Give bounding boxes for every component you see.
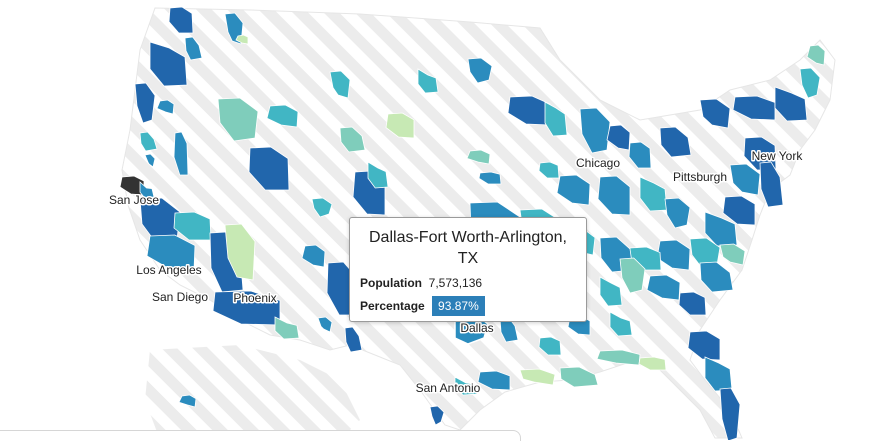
metro-region[interactable] [173, 131, 189, 176]
metro-region[interactable] [139, 131, 158, 152]
metro-region[interactable] [579, 107, 611, 154]
city-label: New York [752, 149, 804, 163]
metro-region[interactable] [599, 276, 623, 307]
metro-region[interactable] [732, 95, 776, 121]
metro-region[interactable] [806, 44, 826, 66]
metro-region[interactable] [704, 211, 738, 247]
metro-region[interactable] [417, 68, 439, 94]
city-label: Pittsburgh [673, 170, 727, 184]
bottom-panel-edge [0, 430, 521, 441]
metro-region[interactable] [329, 70, 351, 99]
metro-region[interactable] [646, 274, 681, 301]
metro-region[interactable] [609, 311, 633, 337]
metro-region[interactable] [149, 41, 188, 87]
metro-tooltip: Dallas-Fort Worth-Arlington, TX Populati… [349, 217, 587, 322]
metro-region[interactable] [178, 394, 197, 408]
metro-region[interactable] [606, 124, 631, 151]
percentage-value: 93.87% [432, 296, 485, 316]
metro-region[interactable] [467, 57, 493, 84]
percentage-label: Percentage [360, 299, 425, 313]
metro-region[interactable] [344, 326, 363, 353]
metro-region[interactable] [274, 316, 300, 340]
metro-region[interactable] [538, 336, 562, 356]
metro-region[interactable] [619, 257, 646, 294]
city-label: San Jose [109, 193, 159, 207]
metro-region[interactable] [454, 376, 478, 396]
metro-regions [119, 6, 826, 440]
metro-region[interactable] [729, 163, 761, 196]
metro-region[interactable] [722, 195, 756, 226]
city-label: Dallas [460, 321, 493, 335]
city-label: Los Angeles [136, 263, 201, 277]
metro-region[interactable] [699, 98, 731, 129]
metro-region[interactable] [799, 67, 821, 99]
tooltip-title-line2: TX [457, 250, 479, 267]
metro-region[interactable] [659, 126, 692, 158]
metro-region[interactable] [699, 261, 734, 293]
mexico-outline [145, 345, 360, 440]
population-label: Population [360, 276, 422, 290]
metro-region[interactable] [466, 149, 491, 165]
metro-region[interactable] [385, 112, 415, 139]
metro-region[interactable] [596, 349, 641, 366]
city-label: San Diego [152, 290, 208, 304]
metro-region[interactable] [429, 405, 445, 426]
metro-region[interactable] [134, 82, 156, 124]
metro-region[interactable] [266, 104, 299, 128]
city-labels: San Jose Los Angeles San Diego Phoenix Chica… [107, 148, 804, 397]
metro-region[interactable] [597, 175, 631, 216]
metro-region[interactable] [538, 161, 560, 179]
metro-region[interactable] [317, 316, 333, 333]
metro-region[interactable] [156, 99, 175, 115]
percentage-row: Percentage 93.87% [360, 296, 485, 316]
metro-region[interactable] [248, 146, 290, 191]
tooltip-title-line1: Dallas-Fort Worth-Arlington, [369, 229, 567, 246]
tooltip-title: Dallas-Fort Worth-Arlington, TX [350, 227, 586, 269]
metro-region[interactable] [628, 141, 652, 169]
metro-region[interactable] [519, 368, 556, 386]
metro-region[interactable] [719, 387, 741, 440]
metro-region[interactable] [139, 181, 155, 199]
metro-region[interactable] [719, 243, 746, 266]
metro-region[interactable] [678, 291, 707, 316]
metro-region[interactable] [544, 101, 568, 137]
metro-region[interactable] [477, 370, 511, 391]
metro-region[interactable] [146, 234, 196, 271]
metro-region[interactable] [217, 97, 259, 142]
metro-region[interactable] [168, 6, 194, 34]
metro-region[interactable] [235, 34, 249, 45]
population-value: 7,573,136 [428, 276, 483, 290]
metro-region[interactable] [478, 171, 502, 185]
metro-region[interactable] [339, 126, 366, 153]
metro-region[interactable] [559, 366, 599, 388]
city-label: Phoenix [233, 291, 276, 305]
metro-region[interactable] [184, 36, 203, 61]
metro-region[interactable] [759, 161, 784, 208]
metro-region[interactable] [774, 86, 808, 122]
metro-region[interactable] [144, 153, 156, 168]
metro-region[interactable] [664, 197, 691, 229]
metro-region[interactable] [638, 356, 667, 371]
metro-region[interactable] [224, 223, 256, 281]
city-label: San Antonio [416, 381, 481, 395]
city-label: Chicago [576, 156, 620, 170]
metro-region[interactable] [556, 174, 591, 206]
metro-region[interactable] [301, 244, 326, 268]
metro-region[interactable] [367, 161, 389, 189]
metro-region[interactable] [311, 197, 333, 218]
metro-region[interactable] [687, 330, 721, 361]
population-row: Population 7,573,136 [360, 276, 482, 290]
